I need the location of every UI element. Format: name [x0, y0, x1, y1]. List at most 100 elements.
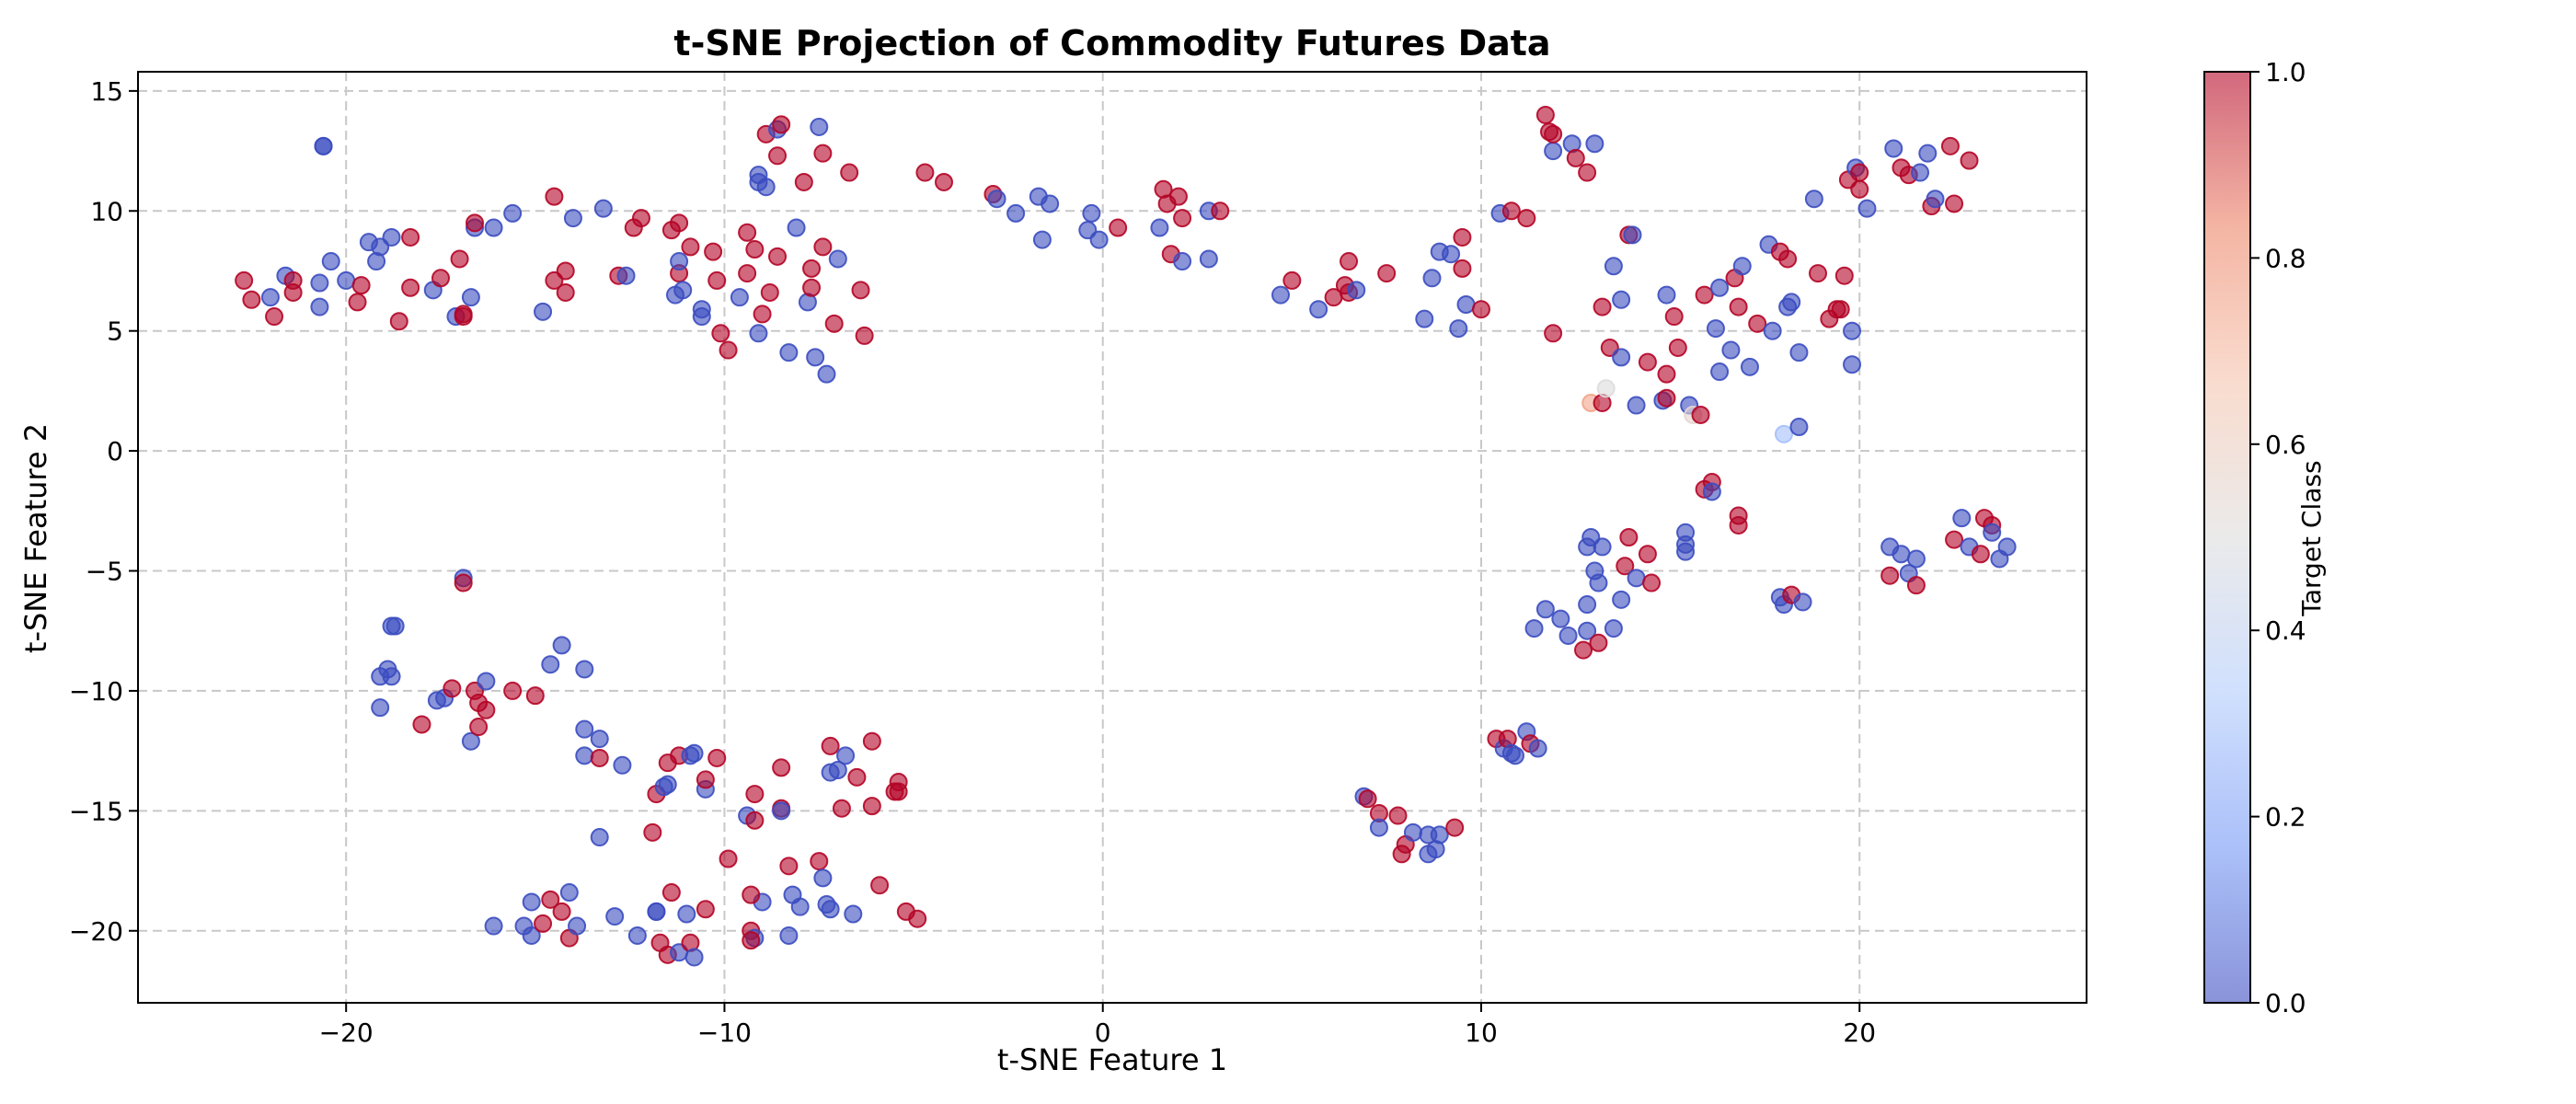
data-point — [753, 305, 772, 324]
data-point — [593, 199, 613, 218]
data-point — [1453, 227, 1472, 247]
data-point — [862, 797, 881, 816]
data-point — [556, 282, 575, 302]
x-tick-label: −20 — [319, 1018, 374, 1048]
data-point — [466, 213, 485, 233]
data-point — [862, 731, 881, 751]
data-point — [1627, 396, 1646, 415]
data-point — [461, 731, 480, 751]
data-point — [806, 348, 825, 367]
data-point — [756, 178, 776, 197]
data-point — [1710, 278, 1730, 297]
data-point — [1804, 190, 1823, 209]
data-point — [1578, 621, 1597, 640]
data-point — [1612, 290, 1631, 309]
data-point — [772, 758, 791, 777]
data-point — [828, 249, 847, 269]
data-point — [1623, 225, 1642, 245]
colorbar-tick-label: 0.0 — [2265, 988, 2306, 1018]
data-point — [1740, 357, 1759, 376]
data-point — [1702, 482, 1721, 501]
data-point — [1638, 352, 1657, 372]
data-point — [1589, 573, 1608, 592]
data-point — [1926, 190, 1945, 209]
data-point — [1535, 105, 1555, 124]
data-point — [503, 681, 523, 700]
colorbar-tick-label: 0.8 — [2265, 243, 2306, 273]
data-point — [643, 822, 662, 842]
grid-lines — [138, 72, 2087, 1003]
data-point — [1706, 319, 1725, 339]
data-point — [1388, 806, 1408, 825]
data-point — [661, 883, 681, 903]
data-point — [1593, 537, 1612, 557]
data-point — [673, 281, 693, 300]
data-point — [847, 767, 867, 787]
data-point — [1574, 640, 1593, 660]
data-point — [772, 801, 791, 821]
data-point — [1997, 537, 2017, 557]
data-point — [1442, 245, 1461, 264]
data-point — [522, 892, 541, 912]
data-point — [1453, 259, 1472, 278]
x-tick-label: 0 — [1095, 1018, 1111, 1048]
data-point — [704, 242, 723, 261]
y-tick-label: −10 — [69, 676, 123, 707]
data-point — [1778, 249, 1798, 269]
data-point — [454, 305, 473, 324]
data-point — [1732, 257, 1752, 276]
data-point — [283, 282, 303, 302]
data-point — [692, 300, 711, 319]
data-point — [1918, 144, 1938, 163]
y-tick-label: 5 — [107, 316, 123, 347]
data-point — [670, 252, 689, 271]
data-point — [828, 761, 847, 779]
y-tick-label: −5 — [86, 557, 123, 587]
data-point — [1789, 343, 1809, 362]
data-point — [934, 172, 953, 191]
data-point — [1748, 314, 1767, 333]
data-point — [790, 897, 810, 916]
data-point — [1940, 136, 1960, 155]
data-point — [1422, 269, 1442, 288]
data-point — [1578, 163, 1597, 182]
data-point — [563, 209, 582, 228]
data-point — [813, 237, 833, 257]
data-point — [1729, 515, 1748, 535]
data-point — [707, 748, 727, 767]
y-axis-title: t-SNE Feature 2 — [18, 423, 53, 653]
data-point — [1082, 203, 1101, 223]
data-point — [681, 237, 700, 257]
data-point — [1884, 139, 1903, 158]
data-point — [1456, 295, 1476, 314]
data-point — [613, 755, 632, 775]
data-point — [1789, 418, 1809, 437]
data-point — [908, 909, 927, 928]
data-point — [760, 282, 779, 302]
data-point — [1377, 264, 1397, 283]
data-point — [590, 748, 609, 767]
data-point — [813, 144, 833, 163]
y-tick-label: 0 — [107, 436, 123, 466]
data-point — [541, 655, 560, 674]
data-point — [1657, 364, 1676, 384]
data-point — [1834, 266, 1854, 285]
data-point — [484, 916, 503, 936]
data-point — [1619, 528, 1639, 546]
data-point — [821, 736, 840, 755]
data-point — [1596, 379, 1616, 398]
data-point — [431, 269, 451, 288]
data-point — [1558, 626, 1578, 645]
data-point — [371, 698, 390, 718]
data-point — [575, 746, 594, 765]
data-point — [534, 914, 553, 933]
data-point — [787, 218, 806, 237]
data-point — [779, 343, 799, 362]
data-point — [1309, 300, 1328, 319]
data-point — [1358, 789, 1377, 809]
data-point — [772, 115, 791, 134]
data-point — [1809, 264, 1828, 283]
data-point — [802, 259, 822, 278]
